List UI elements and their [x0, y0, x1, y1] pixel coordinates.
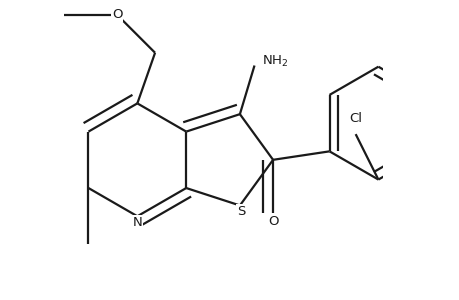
Text: S: S	[236, 205, 245, 218]
Text: O: O	[267, 215, 278, 228]
Text: N: N	[132, 216, 142, 229]
Text: NH$_2$: NH$_2$	[261, 54, 288, 69]
Text: Cl: Cl	[348, 112, 361, 125]
Text: O: O	[112, 8, 122, 21]
